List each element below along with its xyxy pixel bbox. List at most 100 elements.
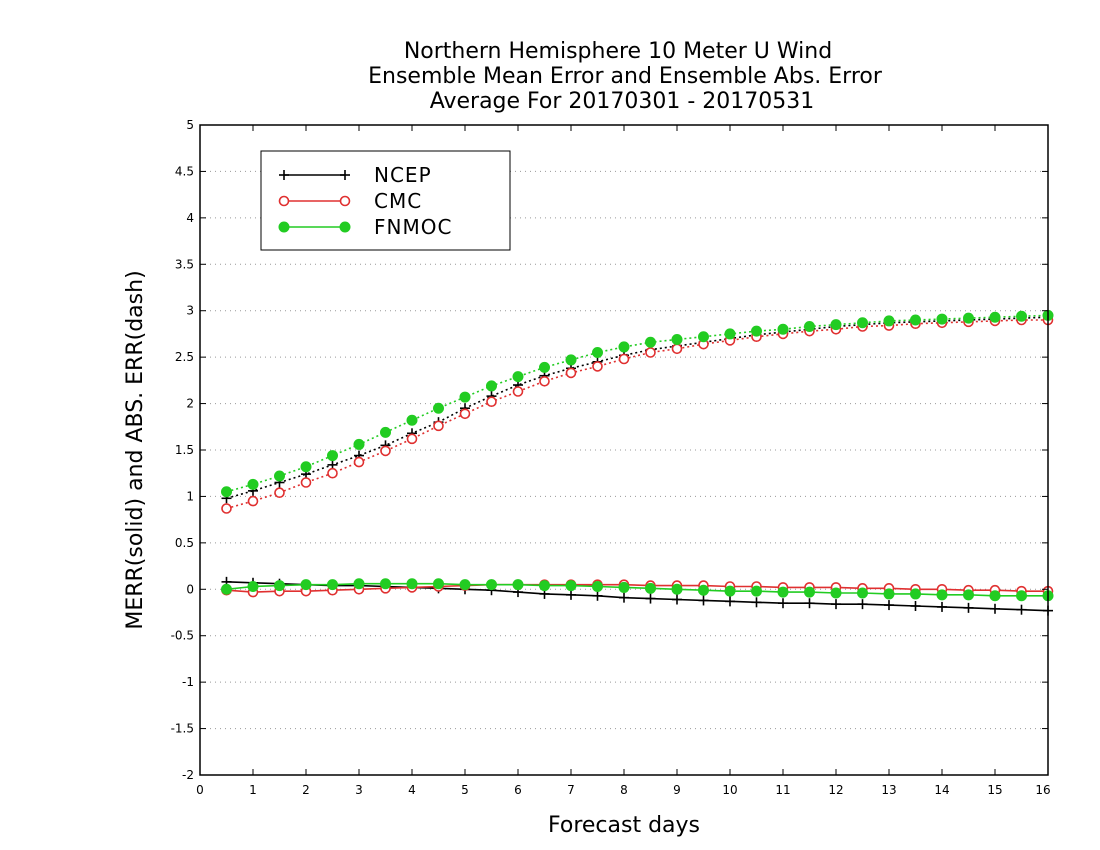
point-merr-fnmoc bbox=[989, 590, 1001, 602]
x-tick-label: 13 bbox=[881, 783, 896, 797]
point-merr-fnmoc bbox=[327, 579, 338, 591]
point-abs-err-cmc bbox=[486, 396, 497, 408]
point-abs-err-fnmoc bbox=[512, 371, 524, 383]
y-tick-label: -1 bbox=[182, 675, 194, 689]
point-merr-fnmoc bbox=[459, 579, 471, 591]
point-merr-fnmoc bbox=[883, 588, 895, 600]
y-tick-label: 3.5 bbox=[175, 257, 194, 271]
point-abs-err-fnmoc bbox=[539, 361, 550, 373]
point-merr-fnmoc bbox=[910, 588, 921, 600]
point-merr-fnmoc bbox=[486, 579, 497, 591]
x-tick-label: 5 bbox=[461, 783, 469, 797]
x-axis-label: Forecast days bbox=[548, 813, 700, 838]
grid bbox=[200, 170, 1048, 730]
point-abs-err-cmc bbox=[592, 361, 603, 372]
y-tick-label: -2 bbox=[182, 768, 194, 782]
x-tick-label: 14 bbox=[934, 783, 949, 797]
point-abs-err-fnmoc bbox=[565, 354, 577, 366]
point-abs-err-cmc bbox=[380, 445, 391, 457]
legend-entry-ncep: NCEP bbox=[279, 163, 432, 187]
point-merr-fnmoc bbox=[936, 589, 948, 601]
legend-label-fnmoc: FNMOC bbox=[374, 215, 452, 239]
point-merr-fnmoc bbox=[539, 580, 550, 592]
legend-label-cmc: CMC bbox=[374, 189, 422, 213]
y-tick-label: 4 bbox=[186, 211, 194, 225]
y-tick-label: 4.5 bbox=[175, 164, 194, 178]
x-tick-label: 16 bbox=[1035, 783, 1050, 797]
point-abs-err-cmc bbox=[221, 503, 232, 514]
x-tick-label: 12 bbox=[828, 783, 843, 797]
point-abs-err-cmc bbox=[353, 456, 365, 468]
point-merr-fnmoc bbox=[963, 589, 974, 601]
y-tick-label: 3 bbox=[186, 304, 194, 318]
x-tick-label: 15 bbox=[987, 783, 1002, 797]
point-abs-err-fnmoc bbox=[724, 328, 736, 340]
point-merr-fnmoc bbox=[671, 583, 683, 595]
point-merr-fnmoc bbox=[618, 581, 630, 593]
point-merr-fnmoc bbox=[353, 578, 365, 590]
point-merr-fnmoc bbox=[274, 580, 285, 592]
legend-label-ncep: NCEP bbox=[374, 163, 432, 187]
title-line-1: Northern Hemisphere 10 Meter U Wind bbox=[404, 39, 832, 64]
point-abs-err-fnmoc bbox=[406, 414, 418, 426]
point-abs-err-cmc bbox=[300, 477, 312, 488]
point-abs-err-cmc bbox=[645, 347, 656, 358]
x-tick-label: 11 bbox=[775, 783, 790, 797]
point-abs-err-cmc bbox=[539, 375, 550, 387]
point-merr-fnmoc bbox=[247, 581, 259, 592]
point-abs-err-fnmoc bbox=[857, 317, 868, 329]
point-merr-fnmoc bbox=[857, 587, 868, 599]
point-abs-err-fnmoc bbox=[963, 312, 974, 324]
y-axis-label: MERR(solid) and ABS. ERR(dash) bbox=[123, 270, 148, 629]
point-abs-err-fnmoc bbox=[698, 331, 709, 343]
point-abs-err-cmc bbox=[274, 487, 285, 499]
point-abs-err-fnmoc bbox=[486, 380, 497, 392]
y-tick-label: 0 bbox=[186, 582, 194, 596]
title-line-2: Ensemble Mean Error and Ensemble Abs. Er… bbox=[368, 64, 883, 89]
series-cmc bbox=[221, 314, 1054, 598]
point-abs-err-fnmoc bbox=[910, 314, 921, 326]
legend-marker-cmc bbox=[278, 195, 290, 207]
point-abs-err-cmc bbox=[565, 367, 577, 379]
series-ncep bbox=[221, 312, 1053, 616]
point-abs-err-fnmoc bbox=[645, 336, 656, 348]
point-abs-err-cmc bbox=[459, 408, 471, 420]
point-merr-fnmoc bbox=[698, 584, 709, 596]
point-abs-err-fnmoc bbox=[989, 311, 1001, 323]
legend-marker-fnmoc bbox=[278, 221, 290, 233]
x-tick-label: 3 bbox=[355, 783, 363, 797]
point-abs-err-fnmoc bbox=[592, 347, 603, 358]
point-merr-fnmoc bbox=[645, 582, 656, 594]
point-abs-err-fnmoc bbox=[247, 478, 259, 490]
point-merr-fnmoc bbox=[777, 586, 789, 598]
x-tick-label: 1 bbox=[249, 783, 257, 797]
point-merr-fnmoc bbox=[565, 580, 577, 592]
x-tick-label: 9 bbox=[673, 783, 681, 797]
point-abs-err-cmc bbox=[247, 495, 259, 507]
legend-marker-cmc bbox=[339, 195, 351, 207]
point-abs-err-fnmoc bbox=[274, 470, 285, 482]
axis-ticks: -2-1.5-1-0.500.511.522.533.544.550 1 2 3 4 5 6… bbox=[171, 118, 1051, 797]
point-abs-err-fnmoc bbox=[618, 341, 630, 353]
point-merr-fnmoc bbox=[406, 578, 418, 590]
point-abs-err-fnmoc bbox=[830, 319, 842, 331]
point-abs-err-cmc bbox=[406, 433, 418, 445]
y-tick-label: 2.5 bbox=[175, 350, 194, 364]
line-merr-ncep bbox=[226, 581, 1049, 612]
title-line-3: Average For 20170301 - 20170531 bbox=[430, 89, 815, 114]
point-merr-fnmoc bbox=[592, 581, 603, 592]
point-abs-err-cmc bbox=[618, 353, 630, 365]
series-fnmoc bbox=[221, 309, 1054, 602]
y-tick-label: -0.5 bbox=[171, 629, 194, 643]
legend-entry-cmc: CMC bbox=[278, 189, 422, 213]
x-tick-label: 10 bbox=[722, 783, 737, 797]
line-abs-err-ncep bbox=[226, 316, 1049, 500]
y-tick-label: 1 bbox=[186, 489, 194, 503]
point-abs-err-cmc bbox=[512, 386, 524, 397]
line-abs-err-cmc bbox=[226, 319, 1048, 510]
point-merr-fnmoc bbox=[433, 578, 444, 590]
x-tick-label: 4 bbox=[408, 783, 416, 797]
x-tick-label: 8 bbox=[620, 783, 628, 797]
